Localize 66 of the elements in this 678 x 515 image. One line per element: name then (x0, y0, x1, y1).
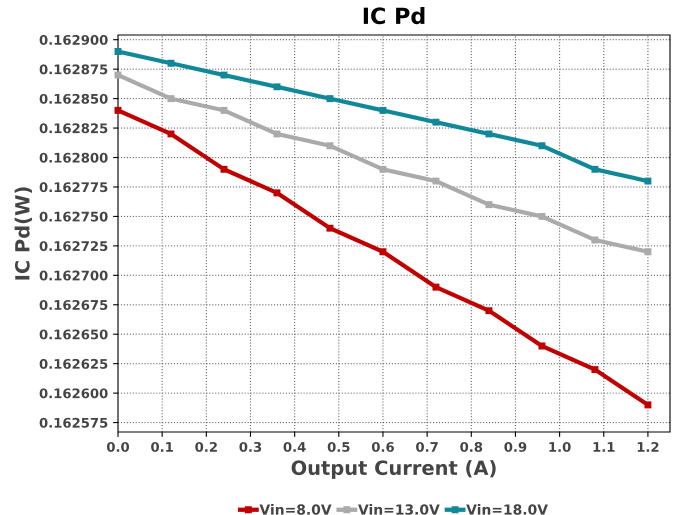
point (220, 166, 228, 173)
point (591, 166, 598, 173)
point (274, 130, 280, 138)
point (538, 342, 546, 350)
y-tick-label: 0.162600 (40, 388, 108, 398)
y-tick-label: 0.162675 (40, 300, 108, 310)
y-tick-label: 0.162800 (40, 152, 108, 163)
point (432, 118, 440, 126)
y-axis-title: IC Pd(W) (14, 187, 32, 280)
point (485, 307, 492, 314)
x-tick-label: 0.2 (195, 442, 217, 452)
x-tick-label: 0.7 (416, 442, 438, 452)
x-tick-label: 0.8 (460, 442, 482, 452)
point (432, 284, 440, 291)
point (274, 83, 280, 90)
point (326, 142, 334, 150)
point (538, 212, 546, 220)
point (644, 401, 652, 408)
y-tick-label: 0.162575 (40, 418, 108, 428)
x-axis-title: Output Current (A) (292, 460, 496, 479)
point (114, 106, 122, 114)
x-tick-label: 0.6 (372, 442, 394, 452)
point (591, 366, 598, 374)
point (379, 166, 386, 173)
point (326, 95, 334, 102)
point (326, 224, 334, 232)
point (485, 130, 492, 138)
point (114, 48, 122, 55)
x-tick-label: 0.9 (504, 442, 526, 452)
point (379, 106, 386, 114)
y-tick-label: 0.162650 (40, 329, 108, 340)
x-tick-label: 1.1 (594, 442, 615, 452)
point (644, 178, 652, 185)
x-tick-label: 0.4 (284, 442, 306, 452)
point (220, 106, 228, 114)
y-tick-label: 0.162750 (40, 212, 108, 222)
x-tick-label: 0.0 (106, 442, 130, 452)
point (168, 60, 174, 67)
point (591, 236, 598, 244)
y-tick-label: 0.162900 (40, 34, 108, 45)
y-tick-label: 0.162725 (40, 241, 108, 252)
point (379, 248, 386, 256)
point (114, 72, 122, 79)
point (432, 178, 440, 185)
x-tick-label: 0.5 (328, 442, 350, 452)
legend-label: Vin=13.0V (358, 504, 440, 515)
y-tick-label: 0.162775 (40, 182, 108, 192)
point (220, 72, 228, 79)
x-tick-label: 0.1 (151, 442, 173, 452)
y-tick-label: 0.162825 (40, 123, 108, 134)
x-tick-label: 1.2 (638, 442, 658, 452)
point (168, 95, 174, 102)
x-tick-label: 0.3 (239, 442, 262, 452)
point (168, 130, 174, 138)
y-tick-label: 0.162850 (40, 94, 108, 104)
y-tick-label: 0.162700 (40, 270, 108, 281)
y-tick-label: 0.162625 (40, 358, 108, 369)
point (644, 248, 652, 256)
point (274, 189, 280, 196)
legend-label: Vin=18.0V (466, 504, 548, 515)
y-tick-label: 0.162875 (40, 64, 108, 74)
chart-title: IC Pd (364, 7, 424, 24)
legend-label: Vin=8.0V (260, 504, 332, 515)
x-tick-label: 1.0 (549, 442, 571, 452)
point (538, 142, 546, 150)
point (485, 201, 492, 208)
